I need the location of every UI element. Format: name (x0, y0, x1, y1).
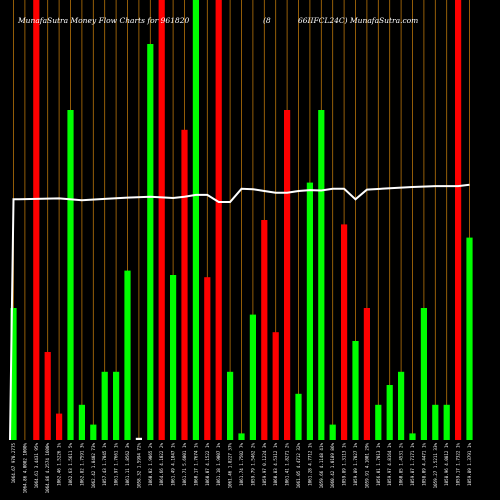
bar-up (113, 371, 120, 440)
bar-up (249, 314, 256, 440)
bar-down (204, 277, 211, 440)
bar-up (67, 110, 74, 440)
x-tick-label: 1059.79 1.5462 2% (250, 443, 255, 486)
x-tick-label: 1060.02 1.9065 2% (148, 443, 153, 486)
bar-down (261, 220, 268, 440)
x-tick-label: 1059.89 1.7027 1% (353, 443, 358, 486)
x-tick-label: 1061.05 4.4712 32% (296, 443, 301, 489)
title-mid: (8 (263, 16, 271, 25)
bar-up (352, 341, 359, 440)
bar-down (341, 224, 348, 440)
bar-up (398, 371, 405, 440)
money-flow-line (9, 183, 470, 441)
bar-up (124, 270, 131, 440)
bar-up (192, 0, 199, 440)
x-tick-label: 1061.46 1.8227 37% (228, 443, 233, 489)
x-tick-label: 1064.86 4.0002 1000% (22, 443, 27, 494)
x-tick-label: 1059.66 4.1148 41% (319, 443, 324, 489)
title-right: 66IIFCL24C) MunafaSutra.com (298, 16, 418, 25)
bar-up (10, 308, 17, 440)
x-tick-label: 1058.96 4.0812 1% (444, 443, 449, 486)
x-tick-label: 1058.09 4.4471 1% (421, 443, 426, 486)
bar-up (409, 433, 416, 440)
x-tick-label: 1059.89 1.3113 1% (342, 443, 347, 486)
bar-up (466, 237, 473, 440)
x-tick-label: 1059.87 1.7171 1% (410, 443, 415, 486)
bar-down (284, 110, 291, 440)
bar-up (170, 275, 177, 440)
x-tick-label: 1061.49 4.1047 1% (171, 443, 176, 486)
x-tick-label: 1060.42 1.0189 86% (330, 443, 335, 489)
x-tick-label: 1061.41 1.8271 2% (285, 443, 290, 486)
bar-down (56, 413, 63, 440)
bar-down (455, 0, 462, 440)
bar-down (33, 0, 40, 440)
bar-up (147, 44, 154, 440)
x-tick-label: 1060.07 4.1522 1% (205, 443, 210, 486)
bar-up (386, 385, 393, 440)
x-tick-label: 1058.32 1.5994 72% (136, 443, 141, 489)
bar-up (420, 308, 427, 440)
bar-down (44, 352, 51, 440)
x-tick-label: 1061.28 4.7712 1% (307, 443, 312, 486)
x-tick-label: 1062.46 1.5226 1% (57, 443, 62, 486)
bar-up (432, 404, 439, 440)
bar-up (295, 393, 302, 440)
x-tick-label: 1059.27 1.5211 33% (433, 443, 438, 489)
bar-up (306, 182, 313, 440)
x-tick-label: 1057.43 1.7045 1% (102, 443, 107, 486)
bar-up (78, 404, 85, 440)
bar-up (318, 110, 325, 440)
bar-up (101, 371, 108, 440)
bar-neutral (135, 437, 142, 440)
bar-up (329, 424, 336, 440)
x-tick-label: 1061.74 1.7502 7% (239, 443, 244, 486)
x-tick-label: 1059.97 0.1224 3% (262, 443, 267, 486)
x-tick-label: 1061.71 5.6001 1% (182, 443, 187, 486)
bar-down (215, 0, 222, 440)
x-tick-label: 1056.01 1.7013 1% (376, 443, 381, 486)
bar-down (272, 332, 279, 440)
bar-series (10, 0, 473, 441)
bar-up (227, 371, 234, 440)
x-tick-label: 1060.17 1.7674 1% (193, 443, 198, 486)
x-tick-label: 1062.82 1.7591 3% (79, 443, 84, 486)
x-tick-label: 1060.85 1.4531 2% (399, 443, 404, 486)
x-tick-label: 1062.42 1.8402 73% (91, 443, 96, 489)
bar-down (363, 308, 370, 440)
bar-up (375, 404, 382, 440)
x-tick-label: 1064.67 970.2775 (11, 443, 16, 484)
x-tick-label: 1064.61 3.4431 95% (34, 443, 39, 489)
bar-up (90, 424, 97, 440)
x-tick-label: 1061.97 1.7661 1% (114, 443, 119, 486)
x-tick-labels: 1064.67 970.2775 1064.86 4.0002 1000% 1064… (11, 443, 472, 494)
x-tick-label: 1059.97 4.8164 1% (387, 443, 392, 486)
bar-up (443, 404, 450, 440)
bar-down (181, 129, 188, 441)
x-tick-label: 1059.17 1.7322 1% (456, 443, 461, 486)
x-tick-label: 1064.86 4.2574 1600% (45, 443, 50, 494)
x-tick-label: 1059.89 1.3791 1% (467, 443, 472, 486)
x-tick-label: 1061.11 1.8562 3% (125, 443, 130, 486)
x-tick-label: 1059.91 4.1001 29% (364, 443, 369, 489)
bar-down (158, 0, 165, 440)
x-tick-label: 1062.63 1.5611 5% (68, 443, 73, 486)
x-tick-label: 1060.83 4.5312 1% (273, 443, 278, 486)
x-tick-label: 1061.18 1.9007 1% (216, 443, 221, 486)
title-left: MunafaSutra Money Flow Charts for 961820 (17, 16, 189, 25)
bar-up (238, 433, 245, 440)
x-tick-label: 1064.66 4.1022 2% (159, 443, 164, 486)
